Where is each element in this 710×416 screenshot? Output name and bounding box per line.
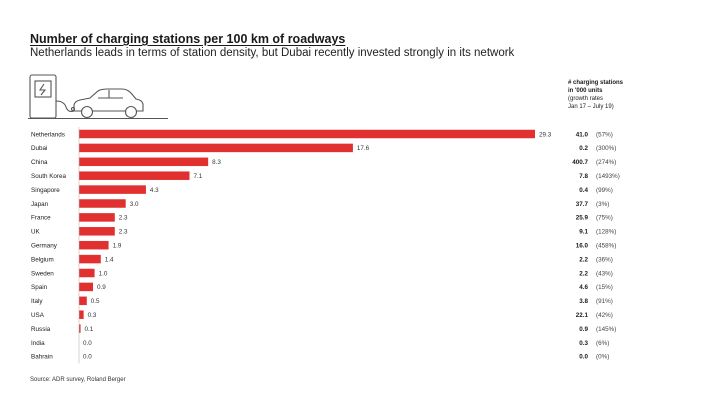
growth-rate: (458%) [596,243,616,250]
source-note: Source: ADR survey, Roland Berger [30,377,126,383]
bar [79,296,87,306]
bar-value-label: 0.0 [83,340,92,347]
bar-value-label: 1.9 [113,243,122,250]
side-header-line1: # charging stations [568,80,624,86]
growth-rate: (145%) [596,326,616,333]
bar-value-label: 7.1 [193,173,202,180]
bar [79,310,84,319]
stations-value: 9.1 [579,229,588,236]
bar-value-label: 0.9 [97,284,106,291]
side-header-line2: in '000 units [568,88,603,94]
stations-value: 2.2 [579,270,588,277]
growth-rate: (300%) [596,145,616,152]
stations-value: 0.3 [579,340,588,347]
car-icon [70,88,144,119]
stations-value: 16.0 [576,243,589,250]
stations-value: 4.6 [579,284,588,291]
category-label: South Korea [31,173,67,180]
stations-value: 3.8 [579,298,588,305]
chart-subtitle: Netherlands leads in terms of station de… [30,47,515,59]
growth-rate: (36%) [596,256,613,263]
bar [79,254,101,264]
stations-value: 2.2 [579,256,588,263]
category-label: USA [31,312,45,319]
bar [79,282,94,292]
stations-value: 22.1 [576,312,589,319]
bar [79,157,209,167]
category-label: Bahrain [31,354,53,361]
stations-value: 400.7 [572,159,588,166]
bar [79,199,126,208]
category-label: Netherlands [31,131,65,138]
stations-value: 0.0 [579,354,588,361]
chart-title: Number of charging stations per 100 km o… [30,32,346,46]
growth-rate: (0%) [596,354,609,361]
growth-rate: (274%) [596,159,616,166]
bar-value-label: 0.5 [91,298,100,305]
category-label: Dubai [31,145,47,152]
bar-value-label: 0.1 [85,326,94,333]
growth-rate: (99%) [596,187,613,194]
side-header-line4: Jan 17 – July 19) [568,104,614,110]
bar-value-label: 29.3 [539,131,552,138]
category-label: Belgium [31,256,54,263]
category-label: Russia [31,326,51,333]
stations-value: 37.7 [576,201,589,208]
bar-value-label: 2.3 [119,229,128,236]
category-label: India [31,340,45,347]
stations-value: 0.9 [579,326,588,333]
bar [79,143,353,153]
bar [79,240,109,250]
charging-illustration [28,74,168,119]
category-label: Japan [31,201,49,208]
category-label: Germany [31,243,58,250]
bar-value-label: 1.0 [99,270,108,277]
category-label: France [31,215,51,222]
stations-value: 41.0 [576,131,589,138]
growth-rate: (6%) [596,340,609,347]
category-label: Sweden [31,270,54,277]
bar-value-label: 8.3 [212,159,221,166]
growth-rate: (128%) [596,229,616,236]
bar-value-label: 0.3 [88,312,97,319]
bar [79,171,190,180]
bar-value-label: 3.0 [130,201,139,208]
growth-rate: (15%) [596,284,613,291]
category-label: Italy [31,298,43,305]
bar [79,129,535,139]
bar-value-label: 4.3 [150,187,159,194]
bar [79,268,95,278]
bar-value-label: 17.6 [357,145,370,152]
bar-value-label: 2.3 [119,215,128,222]
bar [79,213,115,222]
bar-value-label: 1.4 [105,256,114,263]
growth-rate: (3%) [596,201,609,208]
bar [79,227,115,236]
stations-value: 25.9 [576,215,589,222]
side-header-line3: (growth rates [568,96,604,102]
growth-rate: (1493%) [596,173,620,180]
bar [79,185,146,194]
category-label: Singapore [31,187,60,194]
bar [79,324,81,333]
stations-value: 0.4 [579,187,588,194]
growth-rate: (57%) [596,131,613,138]
side-column-header: # charging stations in '000 units (growt… [568,79,623,111]
growth-rate: (91%) [596,298,613,305]
category-label: UK [31,229,41,236]
category-label: Spain [31,284,48,291]
growth-rate: (75%) [596,215,613,222]
growth-rate: (42%) [596,312,613,319]
stations-value: 0.2 [579,145,588,152]
category-label: China [31,159,48,166]
growth-rate: (43%) [596,270,613,277]
stations-value: 7.8 [579,173,588,180]
bar-value-label: 0.0 [83,354,92,361]
